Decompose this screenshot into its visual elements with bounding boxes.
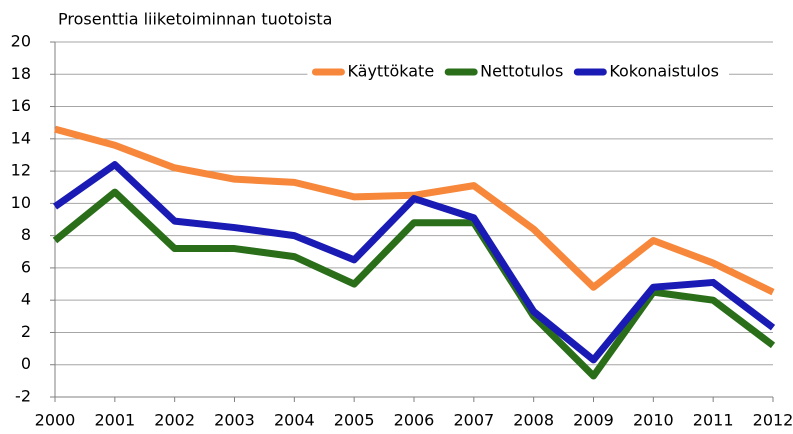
x-tick-label: 2003 xyxy=(214,411,255,430)
x-tick-label: 2000 xyxy=(35,411,76,430)
y-tick-label: 4 xyxy=(21,290,31,309)
y-tick-label: 20 xyxy=(11,32,31,51)
x-tick-label: 2007 xyxy=(453,411,494,430)
x-tick-label: 2006 xyxy=(394,411,435,430)
y-axis-label: Prosenttia liiketoiminnan tuotoista xyxy=(58,10,332,29)
legend-label: Käyttökate xyxy=(347,62,434,81)
x-tick-label: 2011 xyxy=(693,411,734,430)
series-line xyxy=(52,161,776,364)
y-tick-label: 2 xyxy=(21,322,31,341)
y-tick-label: 6 xyxy=(21,257,31,276)
y-tick-label: 18 xyxy=(11,64,31,83)
legend-label: Kokonaistulos xyxy=(609,62,719,81)
y-tick-label: 0 xyxy=(21,354,31,373)
x-tick-label: 2005 xyxy=(334,411,375,430)
y-tick-label: 10 xyxy=(11,193,31,212)
y-tick-label: 12 xyxy=(11,161,31,180)
x-tick-label: 2009 xyxy=(573,411,614,430)
y-tick-label: 14 xyxy=(11,128,31,147)
y-tick-label: 8 xyxy=(21,225,31,244)
y-tick-label: 16 xyxy=(11,96,31,115)
legend-background xyxy=(307,60,729,84)
y-tick-label: -2 xyxy=(15,387,31,406)
x-tick-label: 2004 xyxy=(274,411,315,430)
x-tick-label: 2001 xyxy=(94,411,135,430)
x-tick-label: 2012 xyxy=(753,411,793,430)
x-tick-label: 2002 xyxy=(154,411,195,430)
x-tick-label: 2008 xyxy=(513,411,554,430)
legend-label: Nettotulos xyxy=(480,62,563,81)
x-tick-label: 2010 xyxy=(633,411,674,430)
